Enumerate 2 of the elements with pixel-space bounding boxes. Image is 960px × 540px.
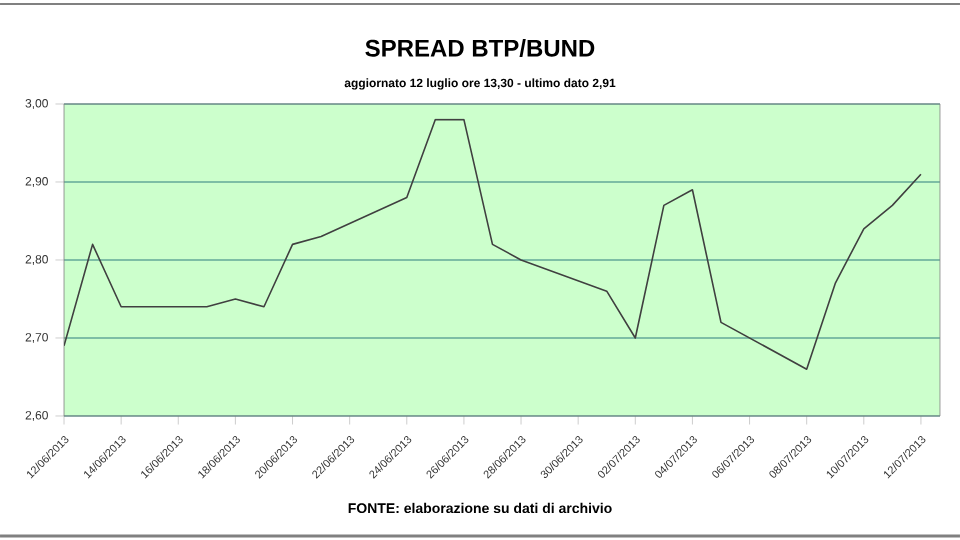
- chart-title: SPREAD BTP/BUND: [365, 39, 595, 57]
- line-series: [64, 118, 922, 370]
